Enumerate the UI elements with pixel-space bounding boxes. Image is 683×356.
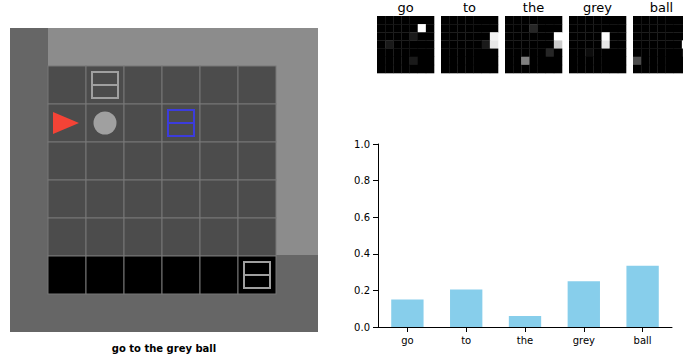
svg-text:0.8: 0.8 xyxy=(354,175,370,186)
svg-text:go to the grey ball: go to the grey ball xyxy=(112,343,216,354)
svg-text:ball: ball xyxy=(634,335,652,346)
svg-text:0.4: 0.4 xyxy=(354,248,370,259)
svg-text:0.2: 0.2 xyxy=(354,285,370,296)
svg-text:to: to xyxy=(463,0,476,15)
svg-text:grey: grey xyxy=(573,335,595,346)
svg-text:go: go xyxy=(397,0,413,15)
svg-text:to: to xyxy=(461,335,471,346)
svg-text:1.0: 1.0 xyxy=(354,139,370,150)
svg-text:the: the xyxy=(523,0,544,15)
svg-text:go: go xyxy=(401,335,413,346)
svg-text:the: the xyxy=(517,335,533,346)
svg-text:0.0: 0.0 xyxy=(354,322,370,333)
svg-text:0.6: 0.6 xyxy=(354,212,370,223)
svg-text:grey: grey xyxy=(583,0,612,15)
svg-text:ball: ball xyxy=(650,0,673,15)
